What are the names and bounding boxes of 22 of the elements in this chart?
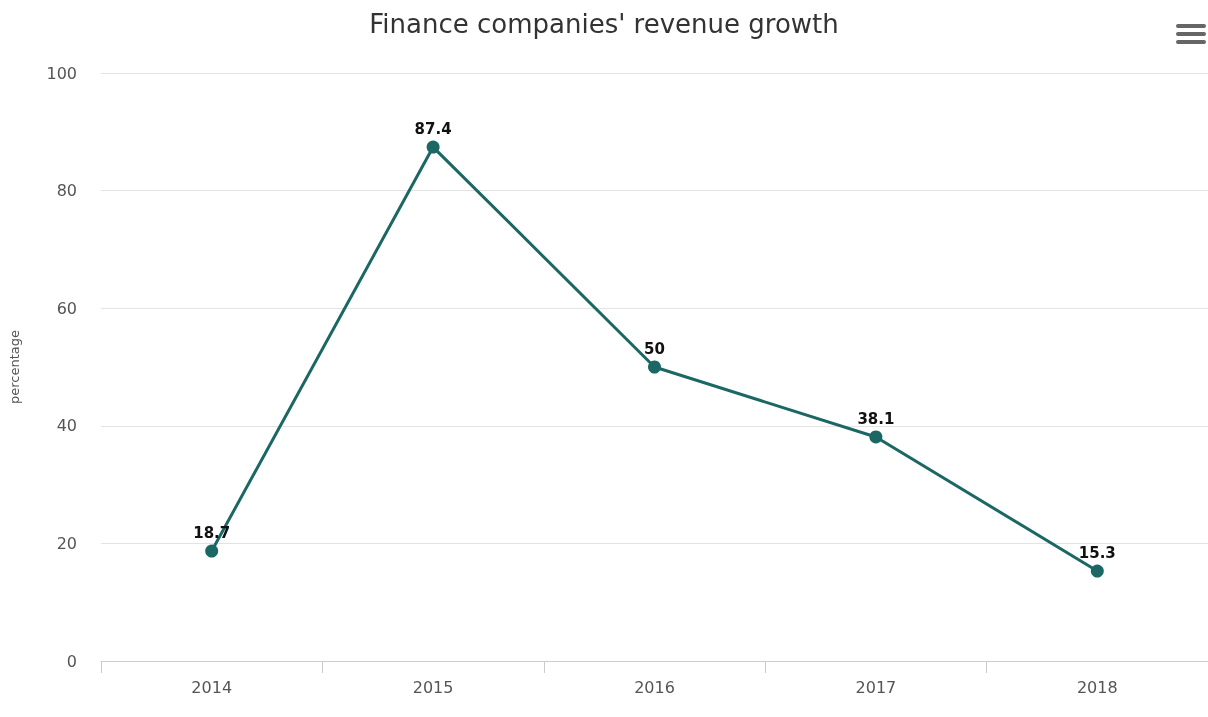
y-axis-title: percentage bbox=[7, 329, 22, 405]
point bbox=[205, 544, 219, 558]
x-tick-label: 2018 bbox=[1076, 677, 1118, 697]
point bbox=[869, 430, 883, 444]
x-tick-label: 2014 bbox=[191, 677, 233, 697]
y-tick-label: 60 bbox=[56, 298, 77, 318]
y-tick-label: 20 bbox=[56, 533, 77, 553]
x-tick-label: 2016 bbox=[634, 677, 675, 697]
point bbox=[1090, 564, 1104, 578]
data-label: 15.3 bbox=[1078, 544, 1116, 563]
data-label: 50 bbox=[644, 340, 665, 358]
x-tick-label: 2017 bbox=[855, 677, 897, 697]
chart-title: Finance companies' revenue growth bbox=[369, 9, 839, 39]
data-label: 87.4 bbox=[414, 120, 452, 139]
x-tick-label: 2015 bbox=[412, 677, 454, 697]
y-tick-label: 80 bbox=[56, 181, 77, 201]
point bbox=[426, 140, 440, 154]
point bbox=[648, 360, 661, 374]
y-tick-label: 100 bbox=[46, 63, 77, 83]
y-tick-label: 40 bbox=[56, 416, 77, 436]
data-label: 38.1 bbox=[857, 409, 895, 428]
y-tick-label: 0 bbox=[66, 651, 77, 671]
